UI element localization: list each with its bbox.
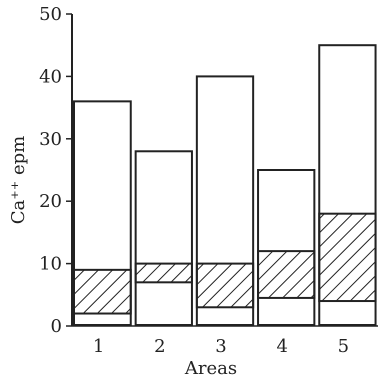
hatched-range-4 [257,250,316,299]
x-axis-label: Areas [184,358,237,379]
open-bar-2 [134,150,193,326]
y-axis-label: Ca⁺⁺ epm [8,136,29,224]
y-tick-label: 0 [51,316,62,337]
hatched-range-3 [195,262,255,309]
y-tick-label: 50 [39,4,62,25]
y-tick-label: 10 [39,254,62,275]
x-tick-label: 3 [215,336,226,357]
x-tick-label: 2 [154,336,165,357]
y-tick-label: 20 [39,191,62,212]
hatched-range-1 [73,268,132,315]
y-tick-label: 30 [39,129,62,150]
hatched-range-2 [134,262,193,284]
open-bar-4 [257,169,316,326]
bars [73,44,377,327]
hatched-range-5 [318,212,377,303]
x-tick-label: 5 [338,336,349,357]
y-tick-label: 40 [39,66,62,87]
x-tick-label: 1 [93,336,104,357]
x-tick-label: 4 [276,336,287,357]
labels: 0 10 20 30 40 50 1 2 3 4 5 Areas Ca⁺⁺ epm [8,4,349,379]
